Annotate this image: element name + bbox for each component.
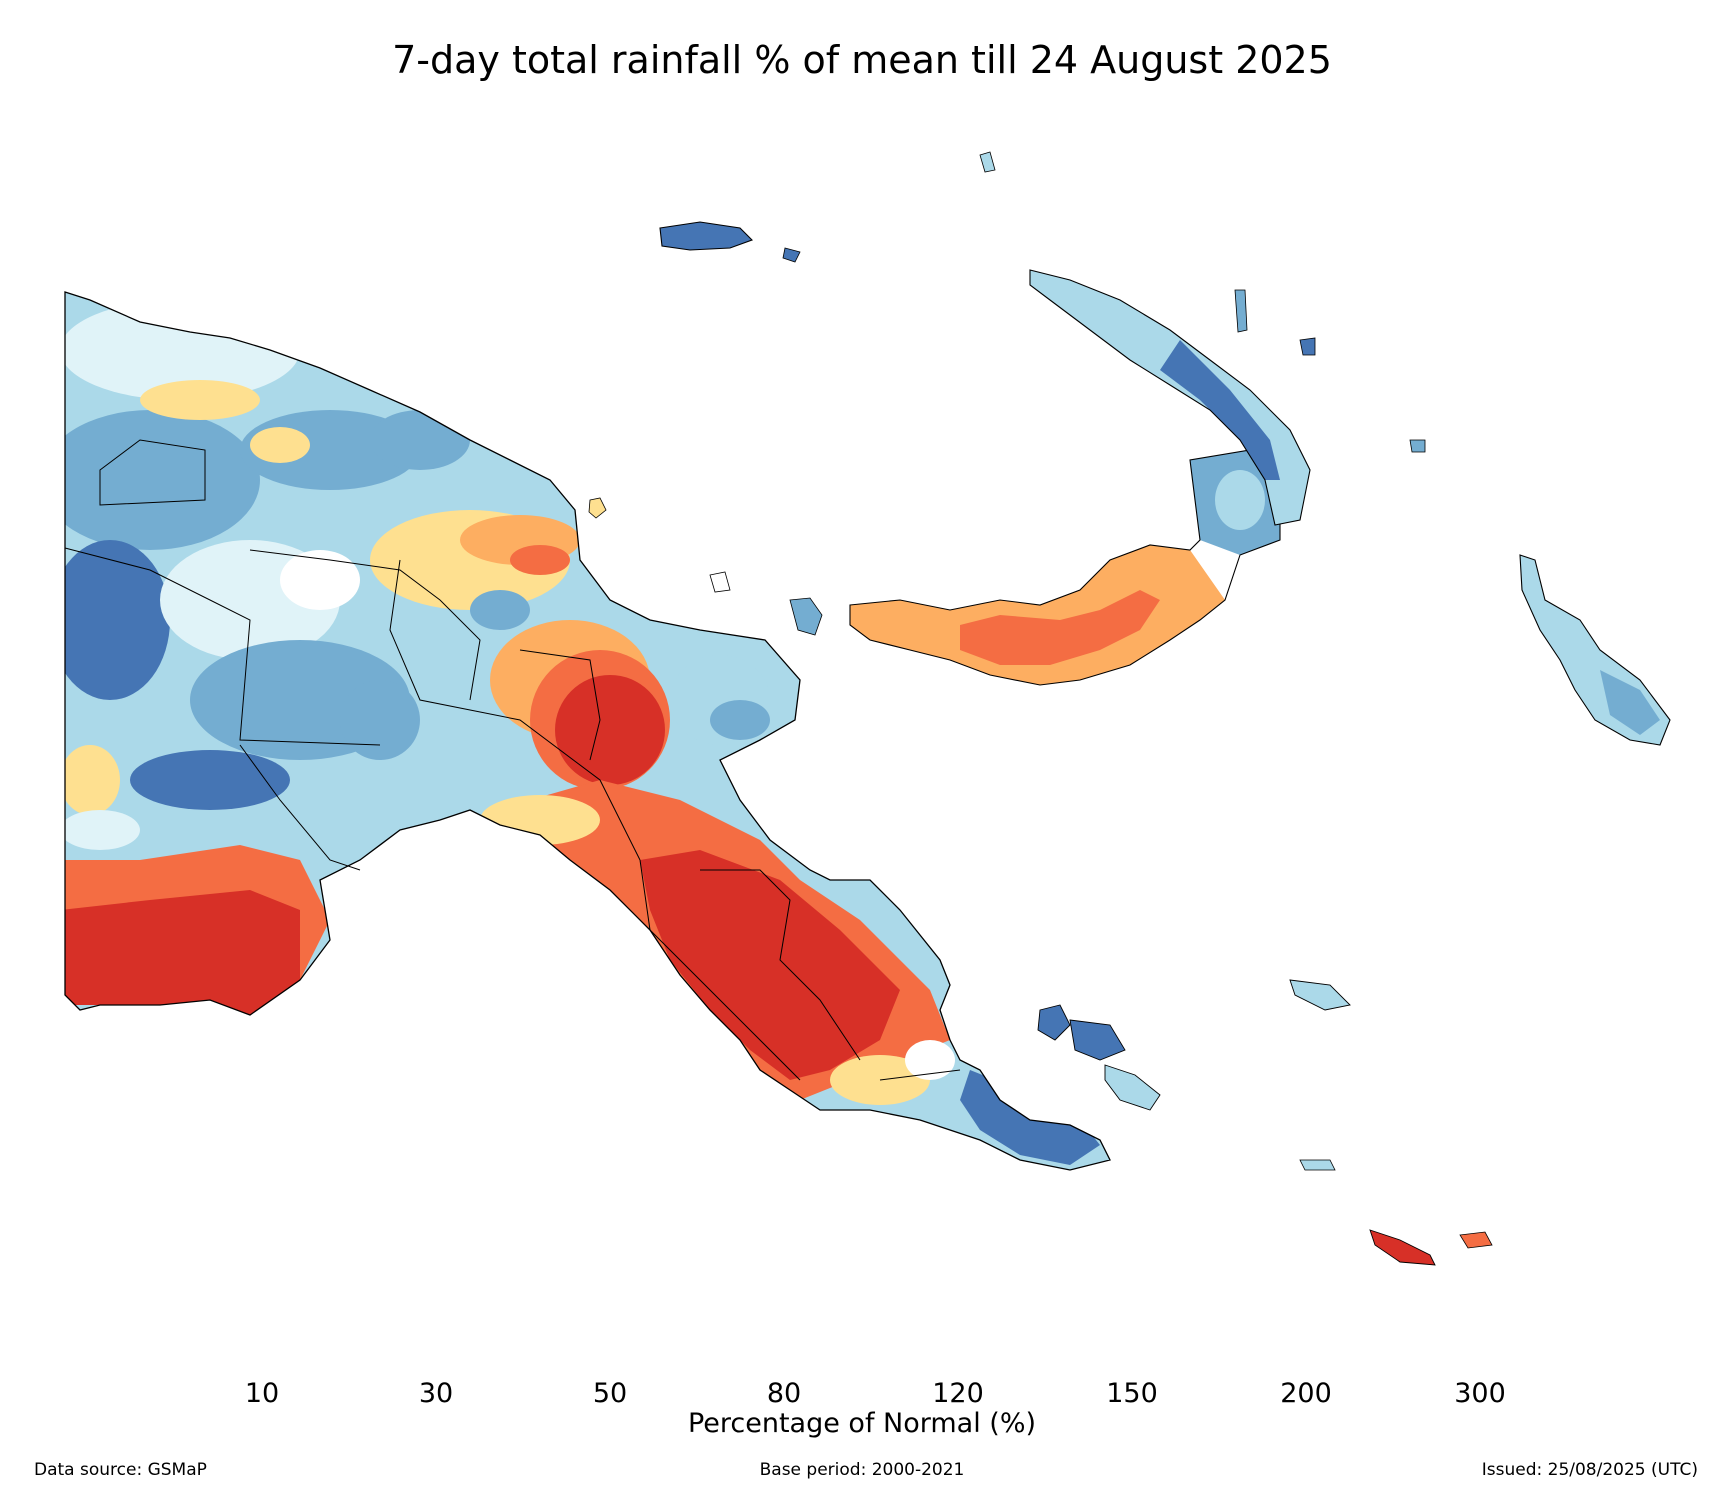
colorbar-tick: 150 bbox=[1106, 1378, 1158, 1409]
colorbar-tick: 50 bbox=[592, 1378, 628, 1409]
milne-bay-islands bbox=[1037, 979, 1493, 1266]
mainland bbox=[64, 291, 1111, 1171]
base-period: Base period: 2000-2021 bbox=[759, 1460, 965, 1480]
data-source: Data source: GSMaP bbox=[34, 1460, 207, 1480]
new-britain bbox=[849, 449, 1281, 686]
colorbar-label: Percentage of Normal (%) bbox=[687, 1408, 1037, 1439]
colorbar-tick: 200 bbox=[1280, 1378, 1332, 1409]
colorbar-tick: 10 bbox=[244, 1378, 280, 1409]
manus-island bbox=[659, 221, 801, 263]
colorbar-tick: 80 bbox=[766, 1378, 802, 1409]
issued-date: Issued: 25/08/2025 (UTC) bbox=[1481, 1460, 1698, 1480]
colorbar-tick: 300 bbox=[1454, 1378, 1506, 1409]
new-ireland bbox=[1029, 269, 1311, 526]
small-islands bbox=[588, 151, 1426, 636]
bougainville bbox=[1519, 554, 1671, 746]
rainfall-map bbox=[64, 151, 1671, 1266]
colorbar-tick: 120 bbox=[932, 1378, 984, 1409]
colorbar-tick: 30 bbox=[418, 1378, 454, 1409]
map-title: 7-day total rainfall % of mean till 24 A… bbox=[392, 38, 1332, 82]
